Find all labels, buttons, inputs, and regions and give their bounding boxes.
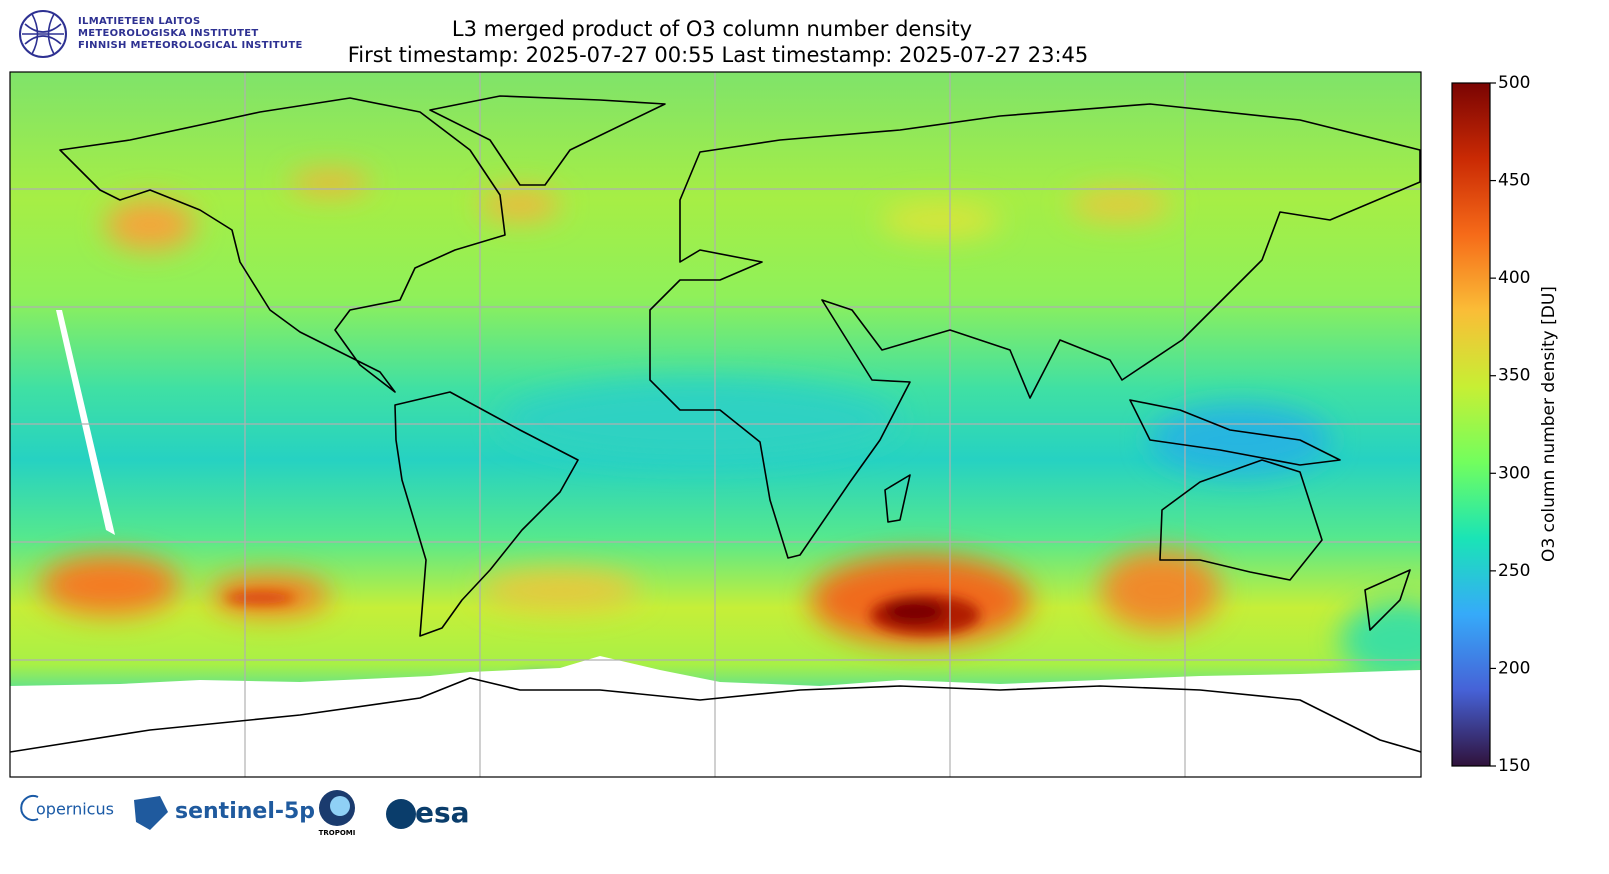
colorbar-tick-label: 350 — [1498, 366, 1530, 386]
logo-text: opernicus — [36, 800, 114, 819]
title: L3 merged product of O3 column number de… — [452, 17, 972, 41]
logo-line: METEOROLOGISKA INSTITUTET — [78, 28, 259, 39]
esa-mark — [386, 799, 416, 829]
sentinel-mark — [134, 796, 168, 830]
colorbar-tick-label: 400 — [1498, 268, 1530, 288]
logo-text: esa — [415, 796, 470, 829]
colorbar-tick-label: 500 — [1498, 73, 1530, 93]
subtitle: First timestamp: 2025-07-27 00:55 Last t… — [348, 43, 1089, 67]
coastlines — [10, 95, 1421, 753]
footer-logos: opernicus sentinel-5p TROPOMI esa — [20, 790, 470, 837]
logo-line: FINNISH METEOROLOGICAL INSTITUTE — [78, 40, 303, 51]
logo-text: sentinel-5p — [175, 799, 315, 824]
grid — [10, 72, 1421, 777]
ozone-field — [40, 171, 1421, 680]
logo-line: ILMATIETEEN LAITOS — [78, 16, 200, 27]
no-data — [56, 310, 115, 535]
colorbar-tick-label: 200 — [1498, 658, 1530, 678]
logo-text: TROPOMI — [319, 829, 356, 837]
colorbar-tick-label: 450 — [1498, 171, 1530, 191]
copernicus-mark — [20, 795, 39, 821]
colorbar-scale — [1451, 82, 1491, 767]
fmi-logo: ILMATIETEEN LAITOS METEOROLOGISKA INSTIT… — [19, 10, 303, 58]
colorbar-tick-label: 250 — [1498, 561, 1530, 581]
colorbar-label: O3 column number density [DU] — [1539, 286, 1559, 562]
colorbar-tick-label: 300 — [1498, 463, 1530, 483]
map — [10, 72, 1421, 777]
colorbar: O3 column number density [DU] 150 200 250 3… — [1451, 73, 1559, 776]
map-frame — [9, 71, 1422, 778]
colorbar-tick-label: 150 — [1498, 756, 1530, 776]
